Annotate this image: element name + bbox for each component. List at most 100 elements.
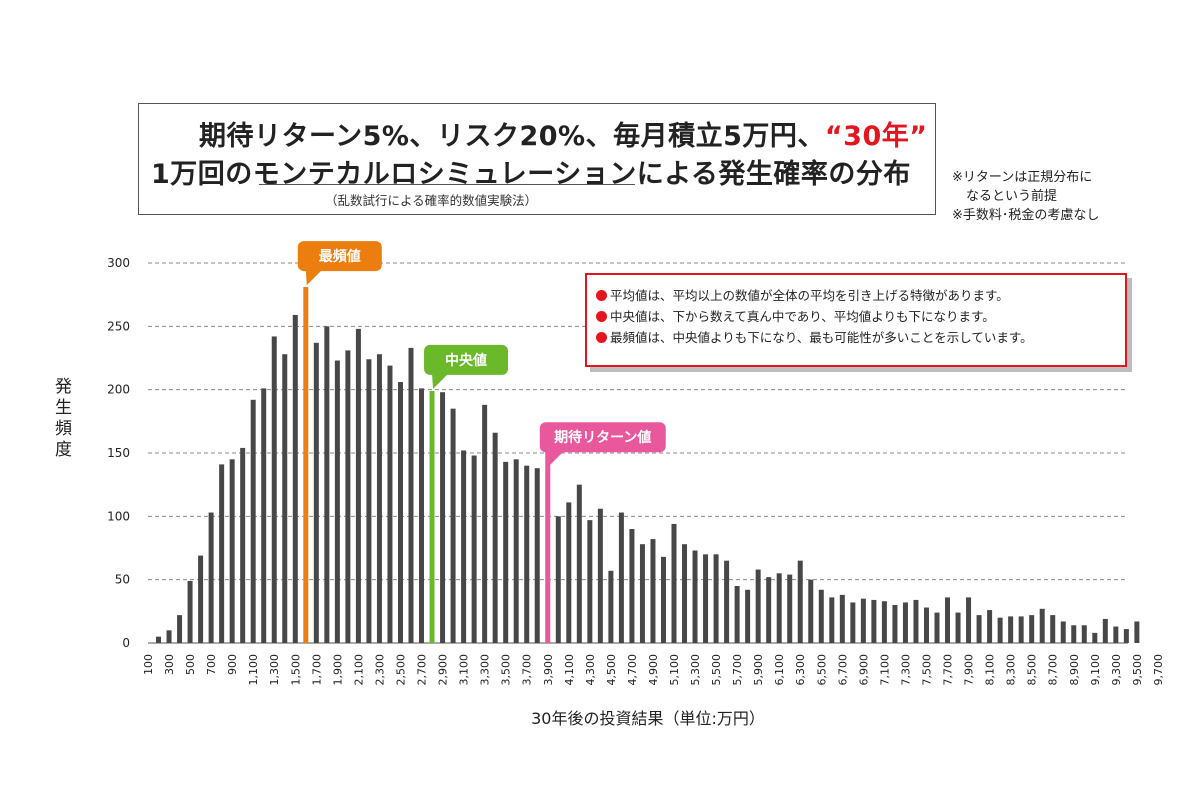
histogram-bar — [745, 589, 751, 643]
title-subtitle: （乱数試行による確率的数値実験法） — [325, 193, 538, 208]
histogram-bar — [1050, 615, 1056, 643]
histogram-bar — [734, 586, 740, 643]
x-tick-label: 300 — [163, 654, 176, 675]
histogram-bar — [713, 554, 719, 643]
histogram-bar — [198, 555, 204, 643]
histogram-bar — [923, 607, 929, 643]
info-line-mode: 最頻値は、中央値よりも下になり、最も可能性が多いことを示しています。 — [596, 327, 1125, 348]
x-tick-label: 6,900 — [857, 654, 870, 686]
x-tick-label: 1,900 — [331, 654, 344, 686]
histogram-bar — [776, 573, 782, 643]
histogram-bar — [397, 382, 403, 643]
histogram-bar — [818, 589, 824, 643]
histogram-bar — [366, 359, 372, 643]
marker-callout-pointer — [547, 451, 564, 467]
x-tick-label: 6,700 — [836, 654, 849, 686]
info-text-median: 中央値は、下から数えて真ん中であり、平均値よりも下になります。 — [610, 309, 995, 324]
histogram-bar — [902, 602, 908, 643]
y-tick-label: 250 — [107, 319, 130, 333]
histogram-bar — [566, 502, 572, 643]
y-tick-label: 50 — [115, 573, 130, 587]
histogram-bar — [513, 459, 519, 643]
x-tick-label: 4,300 — [584, 654, 597, 686]
x-tick-label: 6,100 — [773, 654, 786, 686]
histogram-bar — [1018, 616, 1024, 643]
histogram-bar — [576, 484, 582, 643]
histogram-bar — [987, 610, 993, 643]
histogram-bar — [1008, 616, 1014, 643]
histogram-bar — [892, 605, 898, 643]
histogram-bar — [797, 560, 803, 643]
histogram-bar — [471, 455, 477, 643]
histogram-bar — [208, 512, 214, 643]
histogram-bar — [419, 388, 425, 643]
info-text-mode: 最頻値は、中央値よりも下になり、最も可能性が多いことを示しています。 — [610, 330, 1033, 345]
bars — [156, 287, 1140, 643]
marker-label: 期待リターン値 — [554, 429, 651, 446]
histogram-bar — [555, 516, 561, 643]
histogram-bar — [324, 326, 330, 643]
histogram-bar — [1113, 626, 1119, 643]
x-tick-label: 2,100 — [352, 654, 365, 686]
x-tick-label: 9,700 — [1152, 654, 1165, 686]
x-tick-label: 3,100 — [458, 654, 471, 686]
bullet-icon — [596, 332, 607, 343]
histogram-bar — [692, 550, 698, 643]
histogram-bar — [156, 636, 162, 643]
histogram-bar — [829, 597, 835, 643]
histogram-bar — [639, 544, 645, 643]
histogram-bar — [355, 328, 361, 643]
histogram-bar — [492, 432, 498, 643]
x-tick-label: 1,700 — [310, 654, 323, 686]
note-fees: ※手数料･税金の考慮なし — [952, 208, 1100, 223]
x-tick-label: 500 — [184, 654, 197, 675]
x-tick-label: 9,100 — [1089, 654, 1102, 686]
y-axis-label: 発生頻度 — [55, 377, 72, 460]
histogram-bar — [292, 314, 298, 643]
info-line-mean: 平均値は、平均以上の数値が全体の平均を引き上げる特徴があります。 — [596, 285, 1125, 306]
x-tick-label: 900 — [226, 654, 239, 675]
marker-callout — [539, 422, 666, 453]
histogram-bar — [261, 388, 267, 643]
bullet-icon — [596, 290, 607, 301]
histogram-bar — [429, 390, 435, 643]
marker-label: 最頻値 — [319, 248, 361, 265]
histogram-bar — [177, 615, 183, 643]
histogram-bar — [650, 539, 656, 643]
x-tick-label: 4,100 — [563, 654, 576, 686]
histogram-bar — [282, 354, 288, 643]
y-tick-label: 200 — [107, 383, 130, 397]
histogram-bar — [1102, 618, 1108, 643]
note-premise: なるという前提 — [966, 189, 1058, 204]
x-tick-label: 6,500 — [815, 654, 828, 686]
histogram-bar — [618, 512, 624, 643]
x-tick-label: 4,900 — [647, 654, 660, 686]
histogram-bar — [787, 574, 793, 643]
title-line-1: 期待リターン5%、リスク20%、毎月積立5万円、“30年” — [199, 114, 927, 153]
histogram-bar — [724, 560, 730, 643]
histogram-bar — [440, 392, 446, 643]
x-tick-label: 3,500 — [500, 654, 513, 686]
marker-label: 中央値 — [445, 352, 487, 369]
bullet-icon — [596, 311, 607, 322]
title-line-1-text: 期待リターン5%、リスク20%、毎月積立5万円、 — [199, 121, 825, 152]
x-tick-label: 7,300 — [899, 654, 912, 686]
histogram-bar — [345, 350, 351, 643]
histogram-bar — [881, 601, 887, 643]
x-tick-label: 9,500 — [1131, 654, 1144, 686]
histogram-bar — [219, 464, 225, 643]
histogram-bar — [450, 408, 456, 643]
histogram-bar — [1039, 608, 1045, 643]
histogram-bar — [1029, 615, 1035, 643]
histogram-bar — [250, 399, 256, 643]
info-text-mean: 平均値は、平均以上の数値が全体の平均を引き上げる特徴があります。 — [610, 288, 1009, 303]
x-tick-label: 7,700 — [942, 654, 955, 686]
x-tick-label: 2,700 — [416, 654, 429, 686]
histogram-bar — [503, 461, 509, 643]
x-tick-label: 700 — [205, 654, 218, 675]
marker-callout — [297, 241, 382, 272]
histogram-bar — [808, 579, 814, 643]
histogram-bar — [271, 336, 277, 643]
histogram-bar — [1060, 621, 1066, 643]
histogram-bar — [461, 450, 467, 643]
